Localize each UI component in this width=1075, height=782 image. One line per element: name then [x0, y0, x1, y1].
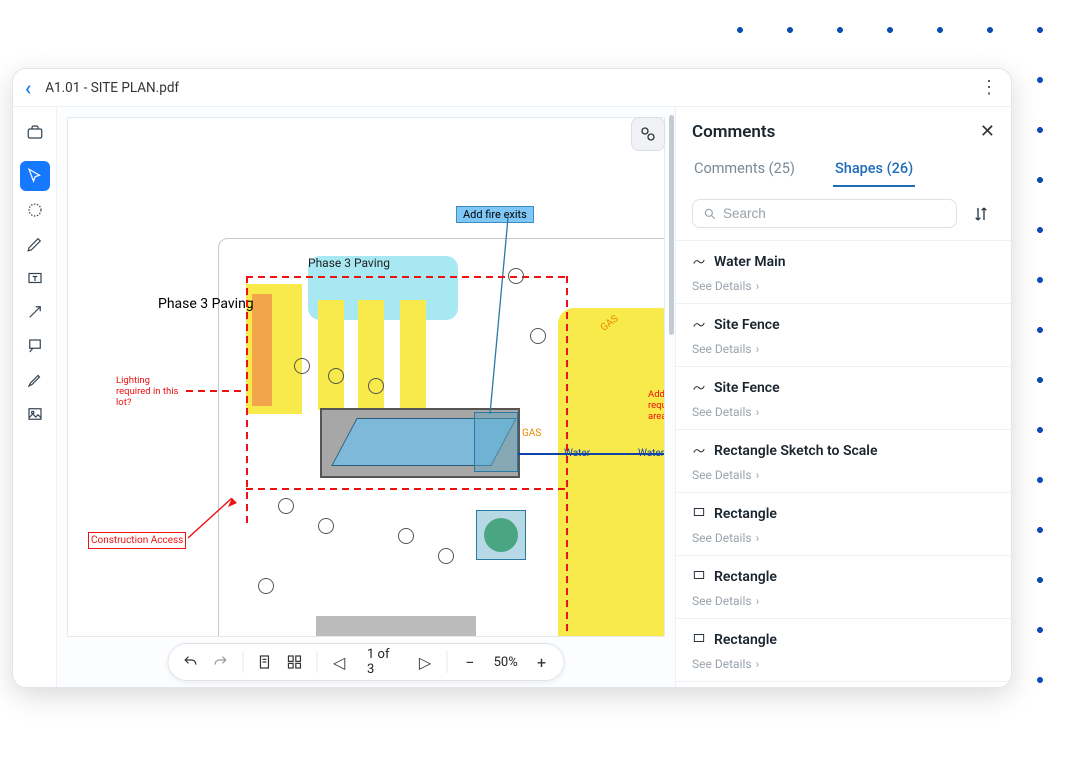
left-toolbar — [13, 107, 57, 687]
see-details-link[interactable]: See Details› — [692, 342, 995, 356]
zoom-out-button[interactable]: − — [458, 649, 482, 675]
cloud-tool[interactable] — [20, 195, 50, 225]
document-canvas[interactable]: Add fire exits Phase 3 Paving Phase 3 Pa… — [67, 117, 665, 637]
note-additional-lighting: Additional lighting required in this are… — [648, 390, 665, 423]
back-button[interactable]: ‹ — [25, 76, 39, 100]
highlighter-tool[interactable] — [20, 365, 50, 395]
list-item[interactable]: Water Main See Details› — [676, 240, 1011, 303]
single-page-button[interactable] — [253, 649, 277, 675]
note-construction-access: Construction Access — [88, 532, 186, 549]
list-item[interactable]: Site Fence See Details› — [676, 303, 1011, 366]
title-bar: ‹ A1.01 - SITE PLAN.pdf ⋮ — [13, 69, 1011, 107]
pen-tool[interactable] — [20, 229, 50, 259]
see-details-link[interactable]: See Details› — [692, 594, 995, 608]
rect-icon — [692, 568, 706, 586]
prev-page-button[interactable]: ◁ — [327, 649, 351, 675]
close-panel-button[interactable]: ✕ — [980, 121, 995, 142]
undo-button[interactable] — [178, 649, 202, 675]
list-item[interactable]: Rectangle See Details› — [676, 555, 1011, 618]
see-details-link[interactable]: See Details› — [692, 468, 995, 482]
rect-icon — [692, 631, 706, 649]
page-indicator: 1 of 3 — [357, 647, 407, 677]
freehand-icon — [692, 442, 706, 460]
arrow-tool[interactable] — [20, 297, 50, 327]
item-label: Site Fence — [714, 380, 780, 396]
panel-tabs: Comments (25) Shapes (26) — [676, 148, 1011, 187]
label-phase-a: Phase 3 Paving — [308, 256, 390, 270]
freehand-icon — [692, 253, 706, 271]
redo-button[interactable] — [208, 649, 232, 675]
label-phase-b: Phase 3 Paving — [158, 296, 254, 312]
search-input[interactable] — [723, 206, 946, 221]
toolbox-icon[interactable] — [20, 117, 50, 147]
item-label: Water Main — [714, 254, 786, 270]
site-plan-drawing: Add fire exits Phase 3 Paving Phase 3 Pa… — [68, 118, 664, 636]
item-label: Rectangle — [714, 632, 777, 648]
item-label: Site Fence — [714, 317, 780, 333]
search-icon — [703, 207, 717, 221]
list-item[interactable]: Rectangle See Details› — [676, 618, 1011, 681]
see-details-link[interactable]: See Details› — [692, 531, 995, 545]
grid-page-button[interactable] — [283, 649, 307, 675]
file-name: A1.01 - SITE PLAN.pdf — [45, 80, 179, 96]
list-item[interactable]: Rectangle See Details› — [676, 492, 1011, 555]
item-label: Rectangle — [714, 569, 777, 585]
see-details-link[interactable]: See Details› — [692, 657, 995, 671]
zoom-level: 50% — [488, 655, 524, 670]
note-lighting: Lighting required in this lot? — [116, 376, 186, 409]
list-item[interactable]: Rectangle Sketch to Scale See Details› — [676, 429, 1011, 492]
image-tool[interactable] — [20, 399, 50, 429]
freehand-icon — [692, 379, 706, 397]
item-label: Rectangle — [714, 506, 777, 522]
canvas-scrollbar[interactable] — [669, 115, 675, 463]
panel-title: Comments — [692, 122, 980, 142]
more-menu-button[interactable]: ⋮ — [980, 77, 999, 98]
callout-tool[interactable] — [20, 331, 50, 361]
see-details-link[interactable]: See Details› — [692, 405, 995, 419]
tab-comments[interactable]: Comments (25) — [692, 152, 797, 187]
list-item[interactable]: Rectangle See Details› — [676, 681, 1011, 687]
shapes-list: Water Main See Details›Site Fence See De… — [676, 240, 1011, 687]
tab-shapes[interactable]: Shapes (26) — [833, 152, 915, 187]
canvas-area: Add fire exits Phase 3 Paving Phase 3 Pa… — [57, 107, 675, 687]
item-label: Rectangle Sketch to Scale — [714, 443, 877, 459]
select-tool[interactable] — [20, 161, 50, 191]
bottom-toolbar: ◁ 1 of 3 ▷ − 50% + — [167, 643, 564, 681]
textbox-tool[interactable] — [20, 263, 50, 293]
label-gas-1: GAS — [522, 428, 541, 439]
search-box[interactable] — [692, 199, 957, 228]
sort-button[interactable] — [967, 200, 995, 228]
app-window: ‹ A1.01 - SITE PLAN.pdf ⋮ — [12, 68, 1012, 688]
panel-toggle-button[interactable] — [631, 117, 665, 151]
list-item[interactable]: Site Fence See Details› — [676, 366, 1011, 429]
zoom-in-button[interactable]: + — [530, 649, 554, 675]
next-page-button[interactable]: ▷ — [413, 649, 437, 675]
rect-icon — [692, 505, 706, 523]
freehand-icon — [692, 316, 706, 334]
see-details-link[interactable]: See Details› — [692, 279, 995, 293]
comments-panel: Comments ✕ Comments (25) Shapes (26) Wat… — [675, 107, 1011, 687]
